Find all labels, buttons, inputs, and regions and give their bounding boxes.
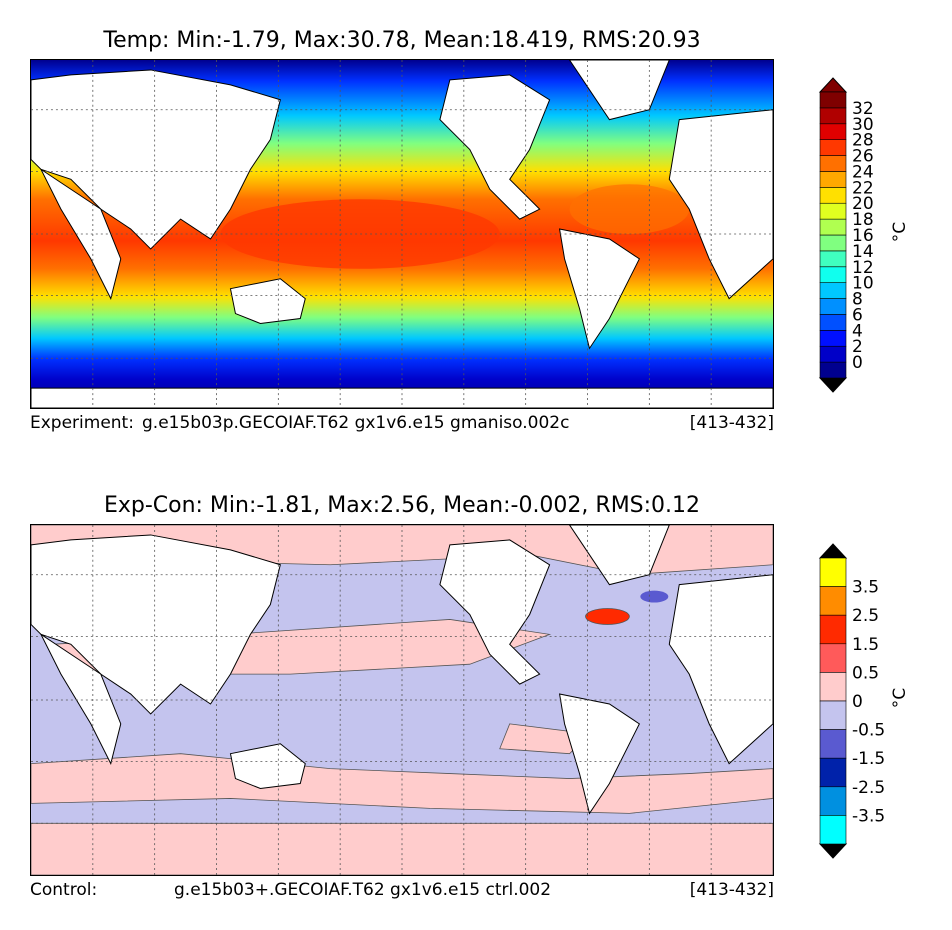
- temperature-map: [30, 59, 774, 409]
- colorbar-swatch: [819, 123, 847, 140]
- colorbar-swatch: [819, 614, 847, 645]
- top-colorbar-unit: °C: [890, 221, 911, 243]
- colorbar-tick-label: 10: [852, 274, 874, 294]
- greenland: [568, 60, 670, 121]
- colorbar-swatch: [819, 643, 847, 673]
- colorbar-tick-label: 2.5: [852, 606, 879, 626]
- colorbar-tick-label: 0: [852, 353, 863, 373]
- colorbar-swatch: [819, 202, 847, 220]
- labrador-sea-anomaly: [640, 590, 669, 603]
- colorbar-swatch: [819, 672, 847, 702]
- colorbar-tick-label: 22: [852, 178, 874, 198]
- colorbar-tick-label: 18: [852, 210, 874, 230]
- colorbar-swatch: [819, 314, 847, 331]
- colorbar-under-arrow: [818, 377, 848, 393]
- eurasia-africa-west: [31, 69, 281, 250]
- graticule: [31, 60, 773, 408]
- north-america: [439, 74, 551, 220]
- difference-map: [30, 524, 774, 876]
- graticule-diff: [31, 525, 773, 875]
- colorbar-tick-label: 8: [852, 290, 863, 310]
- bottom-colorbar-svg: 3.5 2.5 1.5 0.5 0 -0.5 -1.5 -2.5 -3.5: [818, 543, 885, 859]
- top-panel-caption: Experiment: g.e15b03p.GECOIAF.T62 gx1v6.…: [30, 413, 774, 435]
- bottom-panel-title: Exp-Con: Min:-1.81, Max:2.56, Mean:-0.00…: [103, 493, 701, 518]
- colorbar-swatch: [819, 700, 847, 730]
- colorbar-tick-label: -1.5: [852, 749, 885, 769]
- control-years: [413-432]: [689, 880, 774, 900]
- continents-diff: [31, 525, 773, 815]
- colorbar-swatch: [819, 139, 847, 156]
- colorbar-tick-label: 0.5: [852, 663, 879, 683]
- colorbar-swatch: [819, 729, 847, 759]
- colorbar-tick-label: 3.5: [852, 578, 879, 598]
- colorbar-swatch: [819, 586, 847, 616]
- control-case: g.e15b03+.GECOIAF.T62 gx1v6.e15 ctrl.002: [174, 880, 552, 900]
- colorbar-tick-label: -3.5: [852, 806, 885, 826]
- colorbar-tick-label: 0: [852, 692, 863, 712]
- top-panel-title: Temp: Min:-1.79, Max:30.78, Mean:18.419,…: [103, 28, 701, 53]
- bottom-colorbar: 3.5 2.5 1.5 0.5 0 -0.5 -1.5 -2.5 -3.5: [818, 543, 938, 859]
- colorbar-swatch: [819, 345, 847, 363]
- colorbar-swatch: [819, 91, 847, 109]
- bottom-panel-caption: Control: g.e15b03+.GECOIAF.T62 gx1v6.e15…: [30, 880, 774, 902]
- colorbar-swatch: [819, 330, 847, 347]
- colorbar-tick-label: 14: [852, 242, 874, 262]
- experiment-label: Experiment:: [30, 413, 134, 433]
- control-label: Control:: [30, 880, 98, 900]
- atlantic-warm: [569, 184, 690, 234]
- colorbar-tick-label: 24: [852, 162, 874, 182]
- colorbar-swatch: [819, 815, 847, 845]
- south-america: [558, 228, 641, 350]
- bottom-colorbar-unit: °C: [890, 687, 911, 709]
- colorbar-tick-label: 28: [852, 131, 874, 151]
- colorbar-tick-label: 6: [852, 305, 863, 325]
- colorbar-swatch: [819, 218, 847, 236]
- colorbar-swatch: [819, 298, 847, 315]
- colorbar-swatch: [819, 557, 847, 587]
- colorbar-swatch: [819, 757, 847, 788]
- colorbar-over-arrow: [818, 77, 848, 93]
- colorbar-tick-label: 2: [852, 337, 863, 357]
- colorbar-swatch: [819, 187, 847, 204]
- colorbar-swatch: [819, 234, 847, 252]
- gulf-stream-anomaly: [585, 608, 630, 625]
- australia: [229, 278, 306, 324]
- colorbar-tick-label: 1.5: [852, 635, 879, 655]
- temperature-map-svg: [31, 60, 773, 408]
- colorbar-tick-label: -2.5: [852, 778, 885, 798]
- colorbar-swatch: [819, 266, 847, 283]
- colorbar-swatch: [819, 107, 847, 125]
- experiment-years: [413-432]: [689, 413, 774, 433]
- difference-map-svg: [31, 525, 773, 875]
- colorbar-swatch: [819, 155, 847, 172]
- colorbar-swatch: [819, 786, 847, 816]
- experiment-case: g.e15b03p.GECOIAF.T62 gx1v6.e15 gmaniso.…: [142, 413, 570, 433]
- colorbar-tick-label: 16: [852, 226, 874, 246]
- eurasia-africa-east: [668, 109, 773, 300]
- colorbar-tick-label: 26: [852, 147, 874, 167]
- colorbar-tick-label: 30: [852, 115, 874, 135]
- colorbar-tick-label: 12: [852, 258, 874, 278]
- colorbar-swatch: [819, 171, 847, 188]
- colorbar-tick-label: 4: [852, 321, 863, 341]
- colorbar-swatch: [819, 282, 847, 299]
- colorbar-under-arrow: [818, 843, 848, 859]
- colorbar-swatch: [819, 250, 847, 268]
- colorbar-tick-label: 20: [852, 194, 874, 214]
- top-colorbar: 0 2 4 6 8 10 12 14 16 18 20 22 24 26 28 30 32: [818, 77, 938, 393]
- colorbar-tick-label: -0.5: [852, 721, 885, 741]
- colorbar-over-arrow: [818, 543, 848, 559]
- colorbar-tick-label: 32: [852, 99, 874, 119]
- colorbar-swatch: [819, 361, 847, 379]
